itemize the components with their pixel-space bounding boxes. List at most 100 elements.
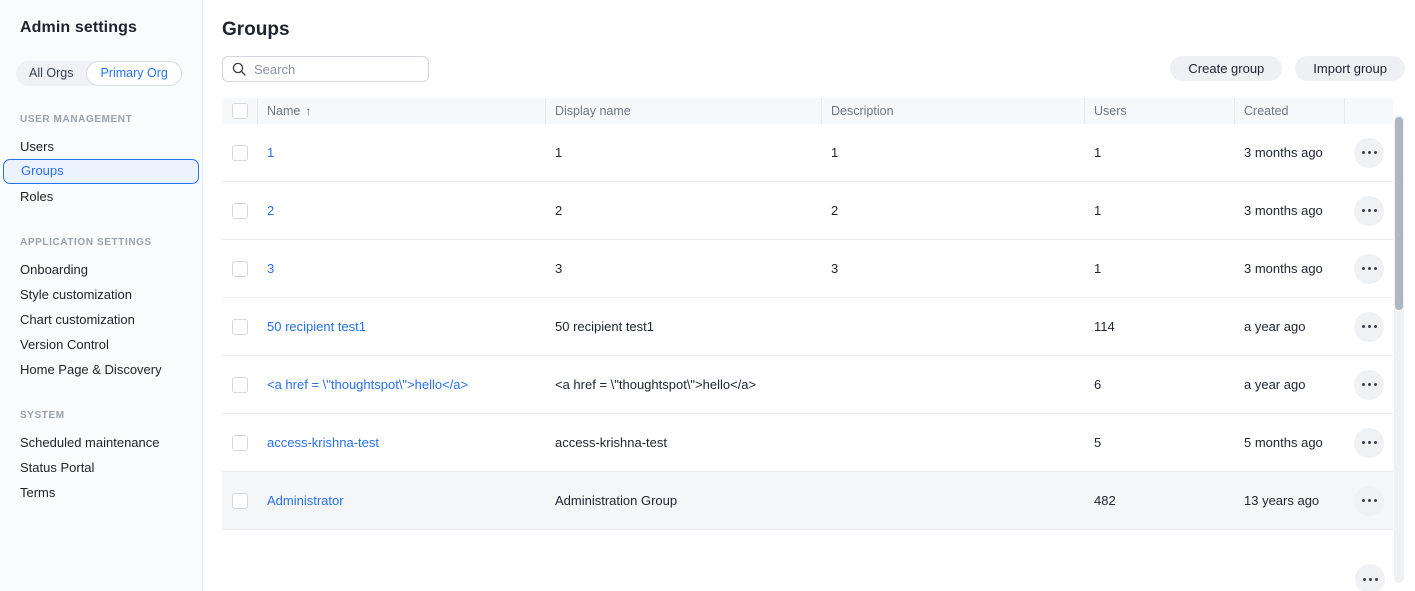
group-name-link[interactable]: 1 <box>267 145 275 160</box>
group-users-count: 1 <box>1094 203 1102 218</box>
row-actions-button[interactable] <box>1354 369 1384 400</box>
sidebar-item-roles[interactable]: Roles <box>20 189 54 204</box>
group-display-name: 1 <box>555 145 563 160</box>
group-users-count: 482 <box>1094 493 1116 508</box>
org-toggle: All Orgs Primary Org <box>16 61 182 86</box>
org-toggle-all-orgs[interactable]: All Orgs <box>29 66 74 80</box>
create-group-button[interactable]: Create group <box>1170 56 1283 81</box>
table-header-row: Name ↑ Display name Description Users Cre… <box>222 98 1393 124</box>
sidebar-item-version-control[interactable]: Version Control <box>20 337 109 352</box>
section-label-user-management: USER MANAGEMENT <box>20 114 133 125</box>
group-created: a year ago <box>1244 377 1306 392</box>
sidebar-item-chart-customization[interactable]: Chart customization <box>20 312 135 327</box>
group-display-name: Administration Group <box>555 493 678 508</box>
group-created: 3 months ago <box>1244 261 1323 276</box>
sidebar-item-terms[interactable]: Terms <box>20 485 56 500</box>
group-created: 3 months ago <box>1244 203 1323 218</box>
table-row: 50 recipient test1 50 recipient test1 11… <box>222 298 1393 356</box>
sidebar-item-home-page-discovery[interactable]: Home Page & Discovery <box>20 362 162 377</box>
search-box[interactable] <box>222 56 429 82</box>
org-toggle-primary-org[interactable]: Primary Org <box>86 61 182 86</box>
search-input[interactable] <box>254 61 404 77</box>
group-created: 5 months ago <box>1244 435 1323 450</box>
ellipsis-icon <box>1361 383 1365 386</box>
ellipsis-icon <box>1361 267 1365 270</box>
sidebar-title: Admin settings <box>20 19 137 36</box>
sidebar-item-scheduled-maintenance[interactable]: Scheduled maintenance <box>20 435 160 450</box>
row-checkbox[interactable] <box>232 492 248 509</box>
group-users-count: 6 <box>1094 377 1102 392</box>
group-name-link[interactable]: Administrator <box>267 493 344 508</box>
row-actions-button[interactable] <box>1354 427 1384 458</box>
row-actions-button[interactable] <box>1354 137 1384 168</box>
sort-asc-icon[interactable]: ↑ <box>305 104 312 118</box>
group-description: 3 <box>831 261 839 276</box>
search-icon <box>232 62 246 76</box>
table-row: access-krishna-test access-krishna-test … <box>222 414 1393 472</box>
group-users-count: 114 <box>1094 319 1115 334</box>
column-header-display-name[interactable]: Display name <box>546 98 822 124</box>
column-header-created[interactable]: Created <box>1235 98 1345 124</box>
group-name-link[interactable]: <a href = \"thoughtspot\">hello</a> <box>267 377 469 392</box>
group-description: 1 <box>831 145 839 160</box>
row-actions-button[interactable] <box>1354 195 1384 226</box>
group-display-name: 3 <box>555 261 563 276</box>
sidebar-item-status-portal[interactable]: Status Portal <box>20 460 95 475</box>
group-users-count: 1 <box>1094 145 1102 160</box>
group-display-name: 2 <box>555 203 563 218</box>
section-label-system: SYSTEM <box>20 410 65 421</box>
table-row: <a href = \"thoughtspot\">hello</a> <a h… <box>222 356 1393 414</box>
table-scrollbar-thumb[interactable] <box>1395 117 1403 310</box>
group-created: a year ago <box>1244 319 1306 334</box>
row-checkbox[interactable] <box>232 260 248 277</box>
import-group-button[interactable]: Import group <box>1295 56 1405 81</box>
row-actions-button[interactable] <box>1354 311 1384 342</box>
group-users-count: 1 <box>1094 261 1102 276</box>
row-checkbox[interactable] <box>232 434 248 451</box>
row-checkbox[interactable] <box>232 318 248 335</box>
page-title: Groups <box>222 19 290 40</box>
sidebar-item-onboarding[interactable]: Onboarding <box>20 262 88 277</box>
table-row: 2 2 2 1 3 months ago <box>222 182 1393 240</box>
main-content: Groups Create group Import group <box>203 0 1415 591</box>
ellipsis-icon <box>1361 151 1365 154</box>
controls-bar: Create group Import group <box>222 56 1415 82</box>
groups-table: Name ↑ Display name Description Users Cre… <box>222 98 1393 530</box>
sidebar-item-users[interactable]: Users <box>20 139 54 154</box>
row-checkbox[interactable] <box>232 376 248 393</box>
group-created: 3 months ago <box>1244 145 1323 160</box>
table-row: Administrator Administration Group 482 1… <box>222 472 1393 530</box>
sidebar-item-groups[interactable]: Groups <box>3 159 199 184</box>
ellipsis-icon <box>1361 499 1365 502</box>
sidebar-item-style-customization[interactable]: Style customization <box>20 287 132 302</box>
table-row: 1 1 1 1 3 months ago <box>222 124 1393 182</box>
group-created: 13 years ago <box>1244 493 1320 508</box>
group-display-name: 50 recipient test1 <box>555 319 655 334</box>
ellipsis-icon <box>1362 577 1366 581</box>
select-all-checkbox[interactable] <box>231 103 248 119</box>
row-actions-button[interactable] <box>1354 485 1384 516</box>
header-actions: Create group Import group <box>1170 56 1405 81</box>
group-display-name: <a href = \"thoughtspot\">hello</a> <box>555 377 757 392</box>
table-scrollbar[interactable] <box>1394 115 1404 583</box>
group-display-name: access-krishna-test <box>555 435 667 450</box>
ellipsis-icon <box>1361 441 1365 444</box>
column-header-description[interactable]: Description <box>822 98 1085 124</box>
ellipsis-icon <box>1361 209 1365 212</box>
group-name-link[interactable]: access-krishna-test <box>267 435 379 450</box>
row-actions-button-partial[interactable] <box>1355 564 1385 591</box>
column-header-name[interactable]: Name ↑ <box>258 98 546 124</box>
section-label-application-settings: APPLICATION SETTINGS <box>20 237 152 248</box>
row-actions-button[interactable] <box>1354 253 1384 284</box>
group-name-link[interactable]: 50 recipient test1 <box>267 319 367 334</box>
sidebar: Admin settings All Orgs Primary Org USER… <box>0 0 203 591</box>
row-checkbox[interactable] <box>232 144 248 161</box>
column-header-users[interactable]: Users <box>1085 98 1235 124</box>
row-checkbox[interactable] <box>232 202 248 219</box>
group-name-link[interactable]: 2 <box>267 203 275 218</box>
group-name-link[interactable]: 3 <box>267 261 275 276</box>
table-row: 3 3 3 1 3 months ago <box>222 240 1393 298</box>
group-users-count: 5 <box>1094 435 1102 450</box>
group-description: 2 <box>831 203 839 218</box>
